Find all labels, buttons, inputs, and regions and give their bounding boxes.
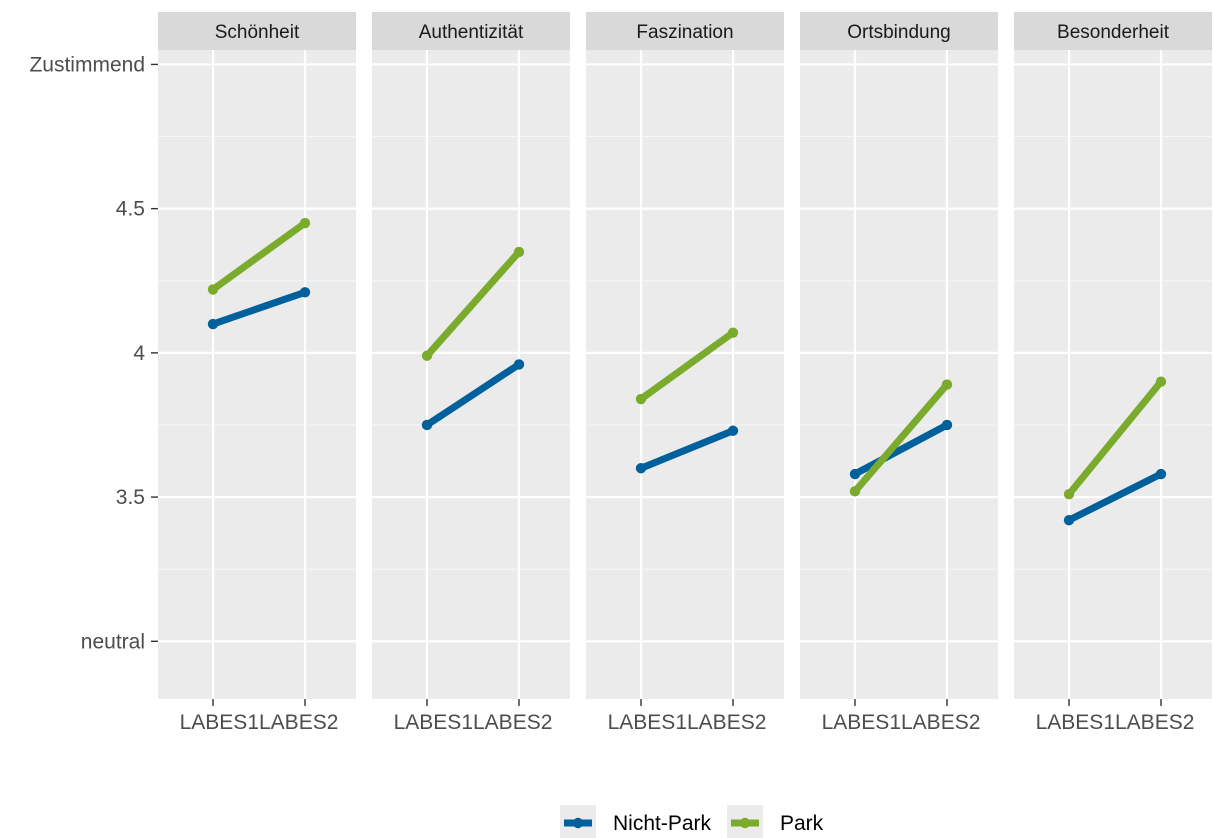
- series-line-park-faszination: [638, 329, 736, 402]
- x-tick-label: LABES2: [687, 711, 766, 734]
- x-tick-label: LABES2: [901, 711, 980, 734]
- facet-strip-besonderheit: [1014, 12, 1212, 50]
- data-point-park-ortsbindung-labes1: [849, 486, 861, 497]
- data-point-nicht-park-besonderheit-labes1: [1063, 514, 1075, 526]
- facet-strip-faszination: [586, 12, 784, 50]
- facet-panel-ortsbindung: [800, 50, 998, 699]
- data-point-nicht-park-ortsbindung-labes2: [941, 419, 953, 431]
- data-point-park-ortsbindung-labes2: [941, 379, 953, 390]
- x-tick-label: LABES2: [1115, 711, 1194, 734]
- data-point-nicht-park-faszination-labes1: [635, 463, 647, 474]
- series-line-nicht-park-besonderheit: [1067, 470, 1163, 524]
- series-line-park-besonderheit: [1066, 379, 1164, 497]
- facet-panel-faszination: [586, 50, 784, 699]
- data-point-park-schonheit-labes1: [207, 284, 219, 295]
- facet-title-authentizitat: Authentizität: [419, 22, 524, 43]
- data-point-nicht-park-schonheit-labes2: [299, 287, 311, 298]
- data-point-park-schonheit-labes2: [299, 217, 311, 229]
- legend-key-point-nicht-park: [572, 817, 584, 829]
- series-line-nicht-park-ortsbindung: [853, 421, 949, 478]
- x-tick-label: LABES2: [259, 711, 338, 734]
- x-tick-label: LABES1: [608, 711, 687, 734]
- facet-title-faszination: Faszination: [636, 22, 733, 43]
- data-point-nicht-park-authentizitat-labes1: [421, 419, 433, 431]
- data-point-park-besonderheit-labes1: [1063, 489, 1075, 500]
- data-point-park-authentizitat-labes2: [513, 246, 525, 258]
- x-tick-label: LABES2: [473, 711, 552, 734]
- data-point-park-faszination-labes2: [727, 327, 739, 338]
- x-tick-label: LABES1: [394, 711, 473, 734]
- data-point-park-authentizitat-labes1: [421, 350, 433, 361]
- y-tick-label: Zustimmend: [29, 53, 145, 76]
- legend-label-park: Park: [780, 812, 824, 835]
- data-point-nicht-park-ortsbindung-labes1: [849, 468, 861, 480]
- series-line-nicht-park-faszination: [639, 427, 735, 472]
- series-line-nicht-park-schonheit: [211, 288, 307, 328]
- facet-panel-schonheit: [158, 50, 356, 699]
- facet-strip-authentizitat: [372, 12, 570, 50]
- data-point-nicht-park-besonderheit-labes2: [1155, 468, 1167, 480]
- series-line-park-authentizitat: [424, 249, 522, 359]
- facet-panel-besonderheit: [1014, 50, 1212, 699]
- data-point-park-faszination-labes1: [635, 393, 647, 405]
- facet-strip-ortsbindung: [800, 12, 998, 50]
- y-tick-label: 4.5: [116, 198, 145, 221]
- x-tick-label: LABES1: [822, 711, 901, 734]
- data-point-nicht-park-schonheit-labes1: [207, 318, 219, 330]
- data-point-nicht-park-authentizitat-labes2: [513, 359, 525, 370]
- data-point-park-besonderheit-labes2: [1155, 376, 1167, 387]
- legend-label-nicht-park: Nicht-Park: [613, 812, 712, 835]
- y-tick-label: 3.5: [116, 486, 145, 509]
- facet-strip-schonheit: [158, 12, 356, 50]
- facet-panel-authentizitat: [372, 50, 570, 699]
- data-point-nicht-park-faszination-labes2: [727, 425, 739, 436]
- facet-title-ortsbindung: Ortsbindung: [847, 22, 951, 43]
- facet-title-schonheit: Schönheit: [215, 22, 300, 43]
- series-line-nicht-park-authentizitat: [425, 361, 521, 428]
- facet-title-besonderheit: Besonderheit: [1057, 22, 1170, 43]
- x-tick-label: LABES1: [180, 711, 259, 734]
- series-line-park-schonheit: [210, 220, 308, 293]
- x-tick-label: LABES1: [1036, 711, 1115, 734]
- y-tick-label: neutral: [81, 630, 145, 653]
- legend-key-point-park: [739, 817, 751, 829]
- y-tick-label: 4: [133, 342, 145, 365]
- series-line-park-ortsbindung: [852, 382, 950, 494]
